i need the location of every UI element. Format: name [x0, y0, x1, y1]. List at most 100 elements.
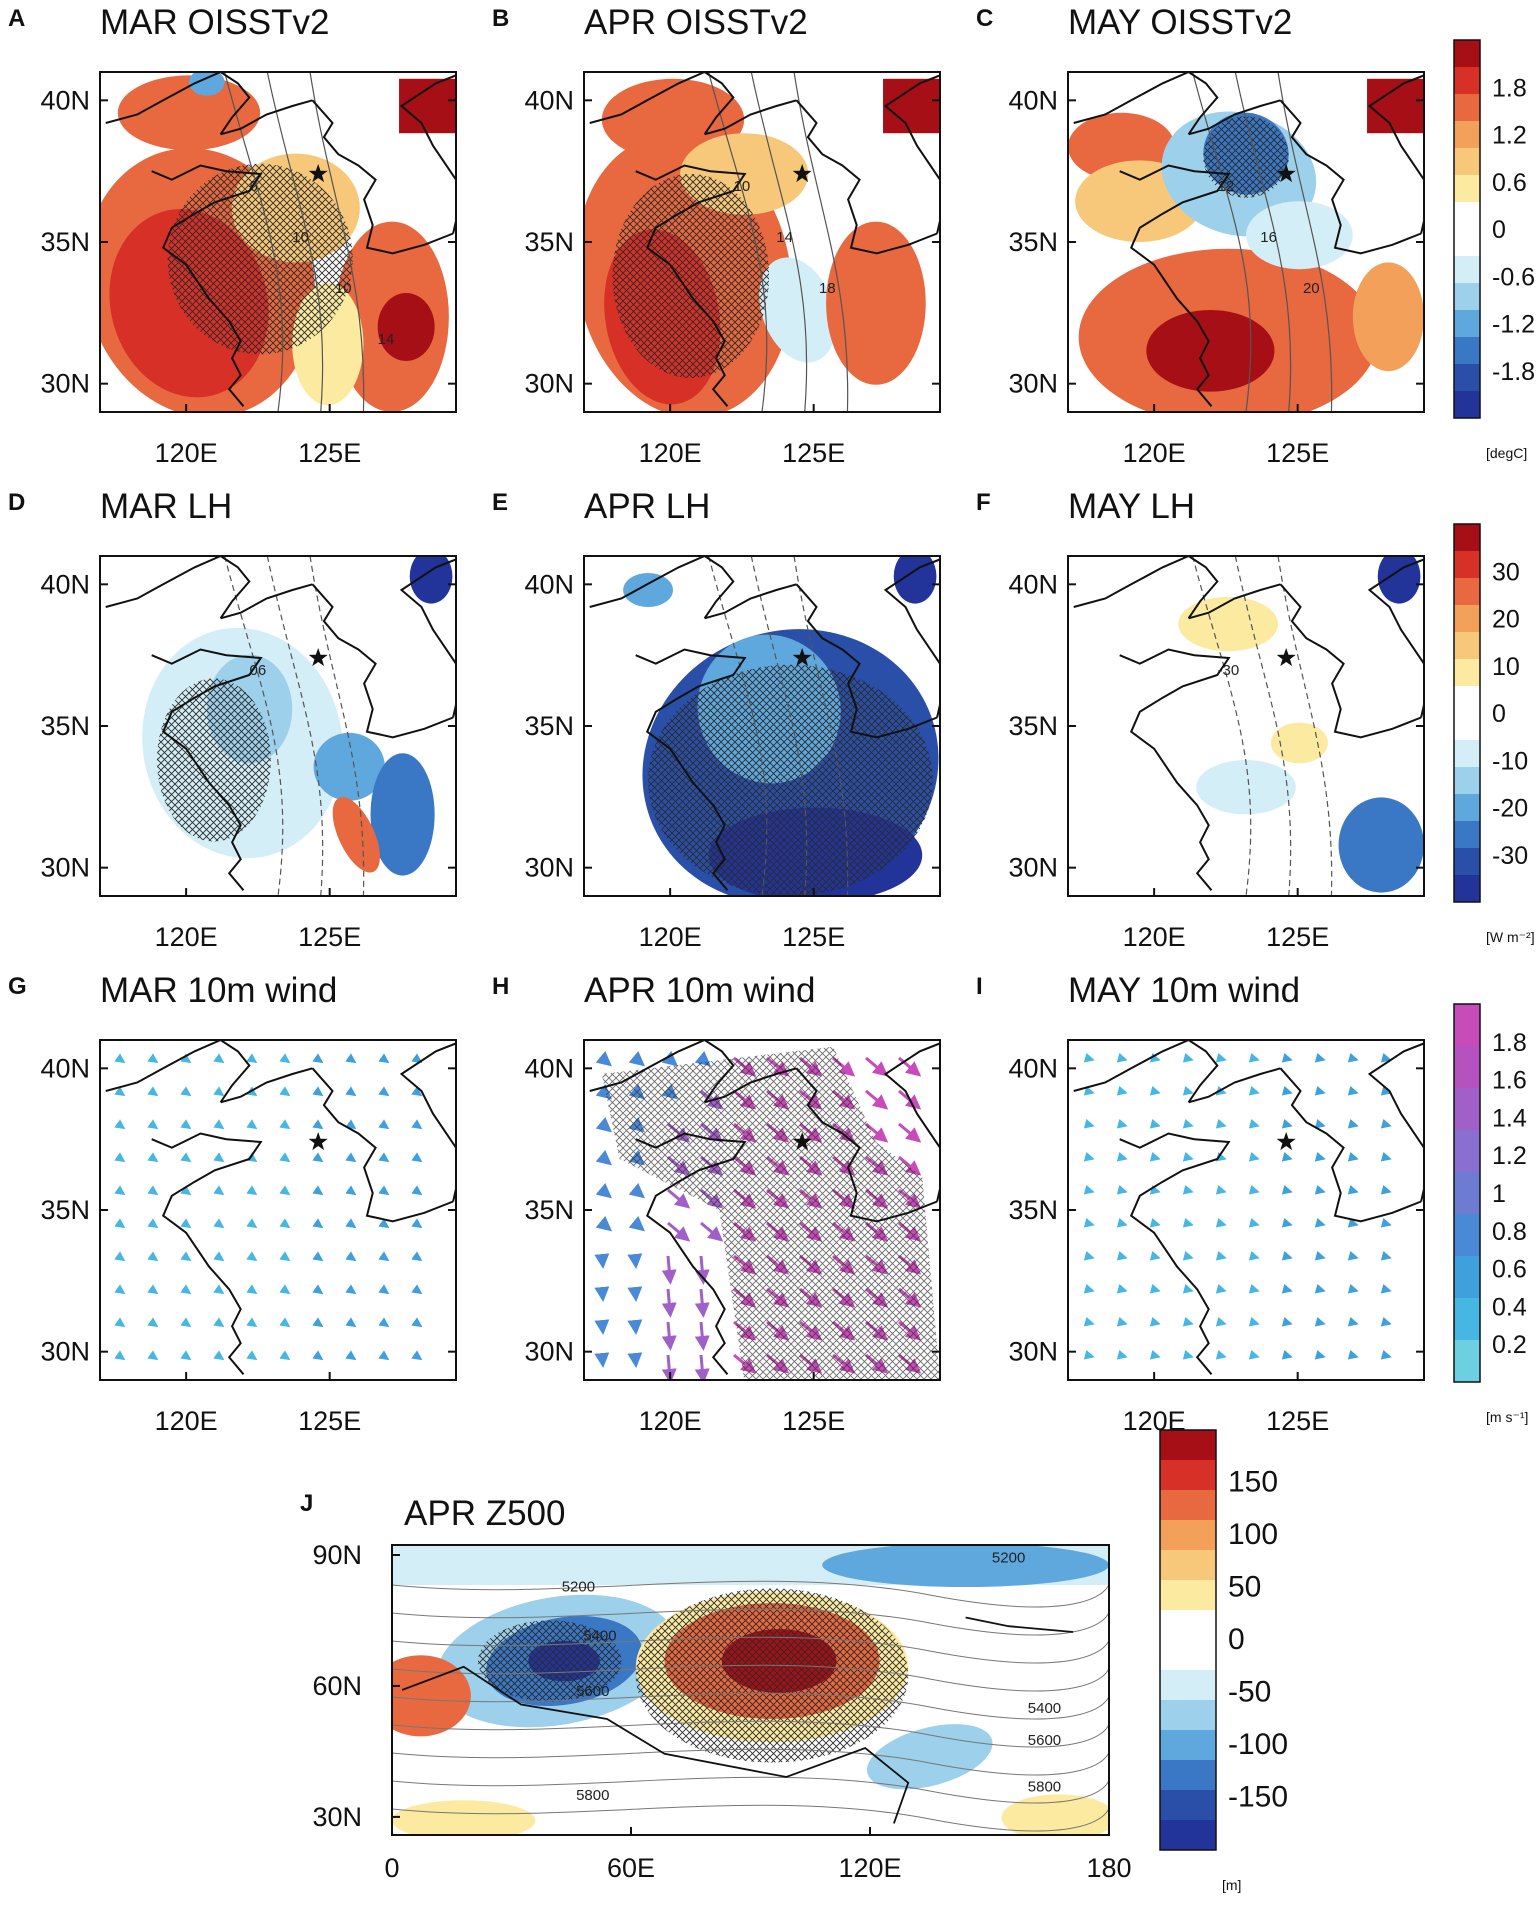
wind-vector — [180, 1317, 192, 1328]
wind-vector — [180, 1152, 192, 1163]
wind-vector — [1116, 1217, 1128, 1228]
wind-vector — [147, 1350, 159, 1361]
wind-vector — [1182, 1151, 1194, 1162]
wind-vector — [411, 1086, 423, 1097]
wind-vector — [345, 1086, 357, 1097]
wind-vector — [1380, 1085, 1392, 1096]
wind-vector — [180, 1185, 192, 1196]
station-star-icon — [792, 1132, 812, 1151]
climatology-contour — [793, 556, 849, 896]
wind-vector — [147, 1053, 159, 1064]
wind-vector — [1380, 1283, 1392, 1294]
colorbar-swatch — [1454, 1298, 1480, 1341]
wind-vector — [1083, 1316, 1095, 1327]
y-tick-label: 40N — [1008, 1053, 1058, 1083]
wind-vector — [1083, 1349, 1095, 1360]
significance-hatch — [1203, 116, 1289, 198]
colorbar-label: 1.8 — [1492, 74, 1527, 102]
wind-vector — [147, 1317, 159, 1328]
wind-vector — [345, 1317, 357, 1328]
wind-vector — [246, 1284, 258, 1295]
x-tick-label: 125E — [782, 922, 845, 952]
wind-vector — [180, 1218, 192, 1229]
wind-vector — [1314, 1118, 1326, 1129]
panel-title: MAY 10m wind — [1068, 971, 1300, 1010]
wind-vector — [1281, 1283, 1293, 1294]
wind-vector — [667, 1221, 691, 1242]
wind-vector — [114, 1251, 126, 1262]
map-area: 10 14 18 — [584, 72, 940, 412]
map-area: -30 — [1068, 556, 1424, 896]
y-tick-label: 35N — [1008, 711, 1058, 741]
wind-vector — [1083, 1151, 1095, 1162]
colorbar-swatch — [1454, 1130, 1480, 1173]
wind-vector — [411, 1284, 423, 1295]
anomaly-region — [826, 221, 926, 385]
colorbar-unit: [m] — [1222, 1877, 1241, 1893]
significance-hatch — [612, 174, 770, 378]
y-tick-label: 40N — [524, 85, 574, 115]
wind-vector — [1149, 1118, 1161, 1129]
wind-vector — [114, 1185, 126, 1196]
wind-vector — [246, 1119, 258, 1130]
wind-vector — [180, 1086, 192, 1097]
colorbar-swatch — [1454, 605, 1480, 633]
wind-vector — [279, 1350, 291, 1361]
anomaly-region — [332, 797, 380, 873]
contour-label: 5800 — [1028, 1779, 1061, 1796]
colorbar-swatch — [1454, 767, 1480, 795]
contour-label: 06 — [250, 662, 267, 679]
wind-vector — [279, 1284, 291, 1295]
coastline — [589, 556, 940, 891]
colorbar-swatch — [1454, 229, 1480, 257]
colorbar-label: -150 — [1228, 1781, 1288, 1814]
y-tick-label: 40N — [40, 569, 90, 599]
wind-vector — [1083, 1118, 1095, 1129]
wind-vector — [694, 1354, 710, 1380]
colorbar-swatch — [1454, 310, 1480, 338]
wind-vector — [1116, 1349, 1128, 1360]
wind-vector — [594, 1319, 610, 1335]
wind-vector — [1149, 1316, 1161, 1327]
map-background — [100, 1040, 456, 1380]
wind-vector — [213, 1218, 225, 1229]
wind-vector — [1281, 1217, 1293, 1228]
wind-vector — [345, 1251, 357, 1262]
map-area: 5200 5200 5400 5600 5400 5600 5800 5800 — [392, 1545, 1109, 1835]
colorbar-z500: 150 100 50 0 -50 -100 -150 [m] — [1159, 1429, 1288, 1893]
wind-vector — [1314, 1184, 1326, 1195]
colorbar-label: 0.2 — [1492, 1331, 1527, 1359]
wind-vector — [1215, 1184, 1227, 1195]
y-tick-label: 30N — [312, 1802, 362, 1832]
wind-vector — [1116, 1085, 1128, 1096]
colorbar-label: -1.2 — [1492, 311, 1535, 339]
map-area — [584, 556, 940, 896]
map-area — [100, 1040, 456, 1380]
panel-B: 10 14 18 40N 35N 30N 120E 125E B APR OISSTv2 — [492, 3, 941, 468]
colorbar-label: -10 — [1492, 747, 1528, 775]
panel-title: APR LH — [584, 487, 710, 526]
wind-vector — [1314, 1283, 1326, 1294]
wind-vector — [411, 1218, 423, 1229]
panel-title: MAY LH — [1068, 487, 1195, 526]
wind-vector — [594, 1286, 610, 1302]
wind-vector — [1347, 1316, 1359, 1327]
wind-vector — [246, 1350, 258, 1361]
wind-vector — [1248, 1217, 1260, 1228]
significance-hatch — [478, 1620, 622, 1702]
coastline — [1073, 72, 1424, 407]
colorbar-swatch — [1454, 740, 1480, 768]
x-tick-label: 125E — [1266, 438, 1329, 468]
colorbar-swatch — [1454, 148, 1480, 176]
wind-vector — [345, 1152, 357, 1163]
colorbar-swatch — [1454, 1256, 1480, 1299]
anomaly-region — [601, 78, 745, 161]
colorbar-label: 100 — [1228, 1518, 1278, 1551]
panel-G: 40N 35N 30N 120E 125E G MAR 10m wind — [8, 971, 457, 1436]
colorbar-swatch — [1160, 1790, 1216, 1821]
map-area — [1068, 1040, 1424, 1380]
x-tick-label: 120E — [838, 1853, 901, 1883]
contour-label: 18 — [819, 280, 836, 297]
colorbar-swatch — [1454, 94, 1480, 122]
